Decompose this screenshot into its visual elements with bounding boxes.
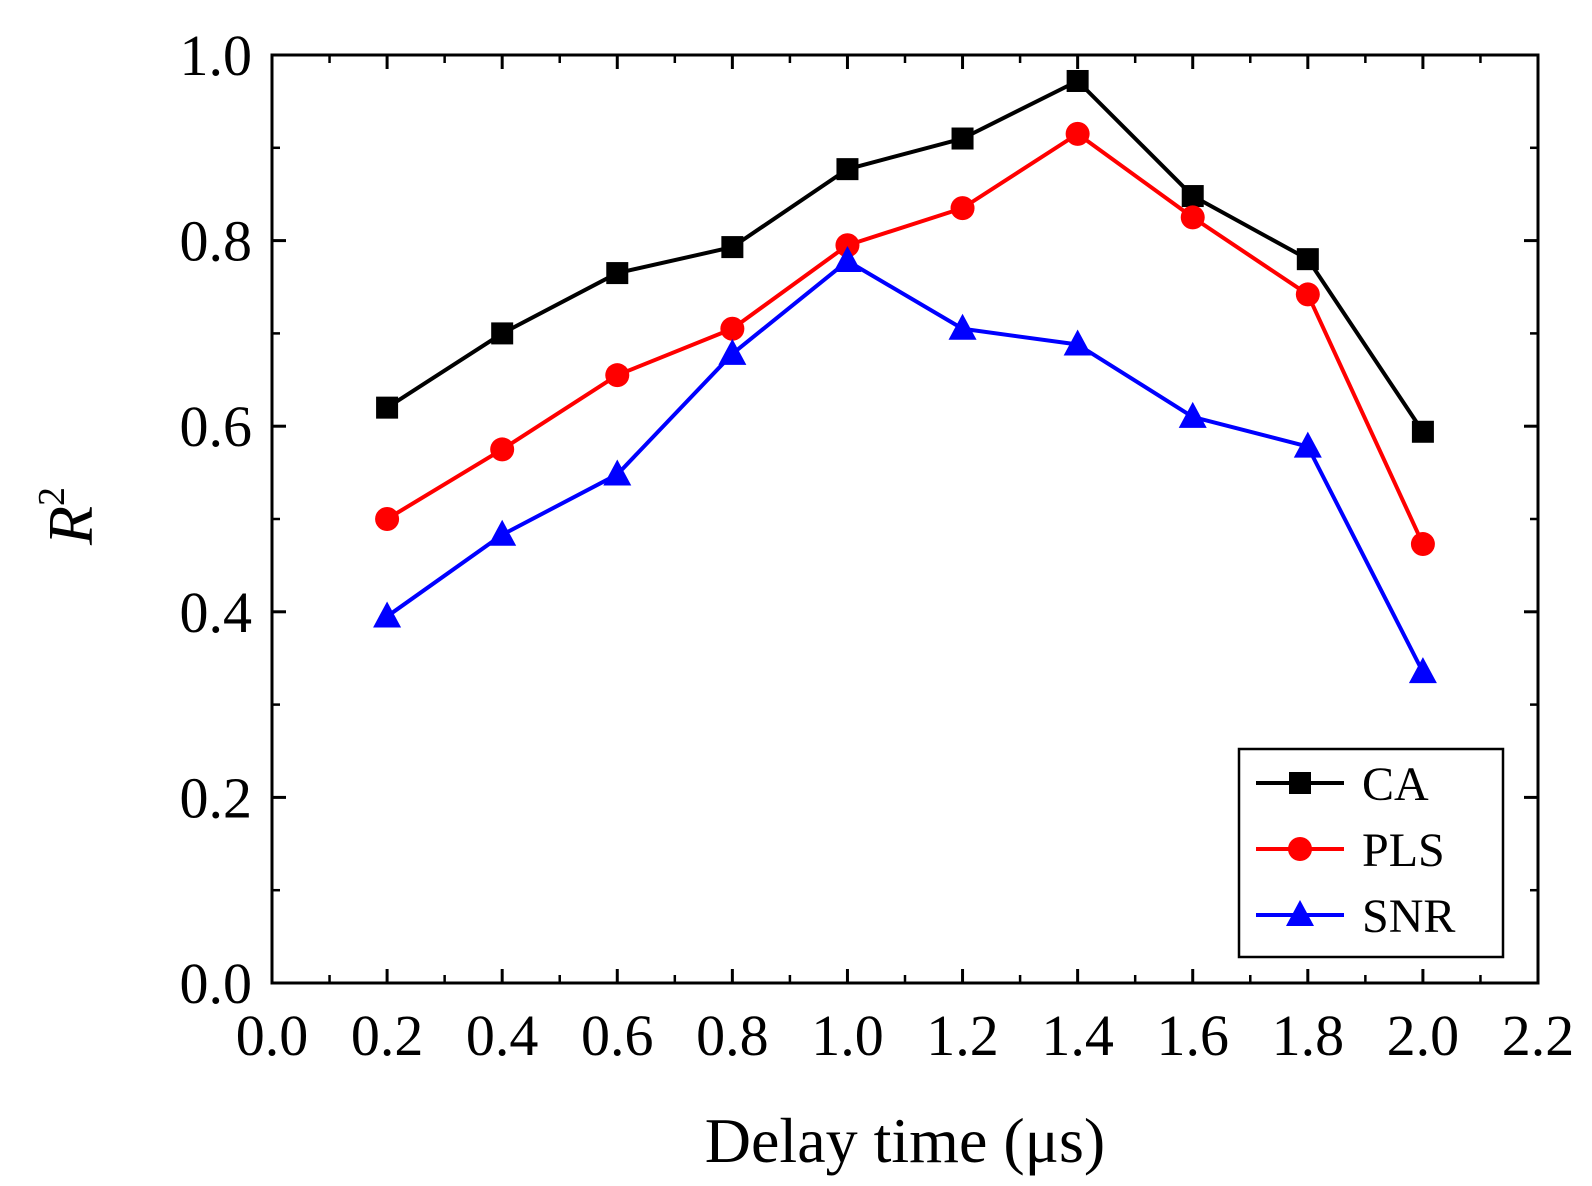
y-tick-label: 0.0: [180, 951, 253, 1016]
y-tick-label: 0.6: [180, 394, 253, 459]
pls-point: [1295, 282, 1320, 307]
legend-entry-ca: CA: [1256, 758, 1429, 811]
x-tick-label: 2.2: [1502, 1003, 1575, 1068]
snr-point: [373, 601, 402, 628]
x-tick-label: 2.0: [1387, 1003, 1460, 1068]
snr-point: [488, 519, 517, 546]
snr-point: [1178, 401, 1207, 428]
ca-point: [1066, 69, 1089, 92]
ca-point: [376, 396, 399, 419]
y-tick-label: 0.4: [180, 580, 253, 645]
svg-text:R2: R2: [31, 487, 106, 546]
series-ca: [376, 69, 1434, 443]
snr-point: [948, 313, 977, 340]
snr-point: [1408, 657, 1437, 684]
y-tick-label: 1.0: [180, 23, 253, 88]
snr-point: [1293, 431, 1322, 458]
pls-line: [386, 131, 1425, 545]
snr-point: [1063, 329, 1092, 356]
y-axis-title-superscript: 2: [31, 487, 73, 506]
x-axis-title: Delay time (μs): [705, 1105, 1105, 1176]
ca-point: [1296, 248, 1319, 271]
x-tick-label: 0.6: [581, 1003, 654, 1068]
ca-point: [1181, 185, 1204, 208]
legend-entries: CA PLS SNR: [1256, 758, 1455, 943]
snr-line: [385, 259, 1425, 674]
ca-point: [836, 158, 859, 181]
y-axis-title-main: R: [35, 506, 106, 546]
x-tick-labels: 0.0 0.2 0.4 0.6 0.8 1.0 1.2 1.4 1.6 1.8 2.0 2.2: [236, 1003, 1575, 1068]
y-axis-title: R2: [31, 487, 106, 546]
pls-point: [1410, 532, 1435, 557]
legend-marker-pls: [1288, 837, 1312, 861]
ca-point: [721, 236, 744, 259]
x-tick-label: 0.4: [466, 1003, 539, 1068]
legend-marker-ca: [1289, 772, 1311, 794]
pls-point: [490, 437, 515, 462]
snr-point: [833, 246, 862, 273]
x-tick-label: 0.8: [696, 1003, 769, 1068]
series-snr: [373, 246, 1437, 684]
pls-point: [605, 363, 630, 388]
legend-entry-snr: SNR: [1256, 890, 1455, 943]
snr-point: [718, 338, 747, 365]
legend-label-snr: SNR: [1362, 890, 1455, 943]
ca-line: [386, 78, 1425, 433]
legend-entry-pls: PLS: [1256, 824, 1445, 877]
x-tick-label: 0.2: [351, 1003, 424, 1068]
pls-point: [1180, 205, 1205, 230]
ca-point: [606, 262, 629, 285]
series-pls: [375, 121, 1435, 557]
legend-label-pls: PLS: [1362, 824, 1445, 877]
pls-point: [835, 233, 860, 258]
pls-point: [950, 196, 975, 221]
pls-point: [375, 507, 400, 531]
snr-point: [603, 459, 632, 486]
pls-point: [1065, 121, 1090, 146]
x-tick-label: 1.2: [926, 1003, 999, 1068]
x-tick-label: 1.0: [811, 1003, 884, 1068]
plot-frame: [270, 53, 1540, 985]
y-tick-labels: 0.0 0.2 0.4 0.6 0.8 1.0: [180, 23, 253, 1016]
ca-point: [491, 322, 514, 345]
legend-marker-snr: [1286, 900, 1314, 926]
x-tick-label: 1.8: [1272, 1003, 1345, 1068]
x-tick-label: 1.4: [1041, 1003, 1114, 1068]
ca-point: [951, 127, 974, 150]
pls-point: [720, 316, 745, 341]
legend-label-ca: CA: [1362, 758, 1429, 811]
y-tick-label: 0.8: [180, 209, 253, 274]
legend: CA PLS SNR: [1237, 747, 1505, 959]
x-tick-label: 1.6: [1156, 1003, 1229, 1068]
x-tick-label: 0.0: [236, 1003, 309, 1068]
y-tick-label: 0.2: [180, 765, 253, 830]
ca-point: [1411, 420, 1434, 443]
series-layer: [373, 69, 1437, 684]
